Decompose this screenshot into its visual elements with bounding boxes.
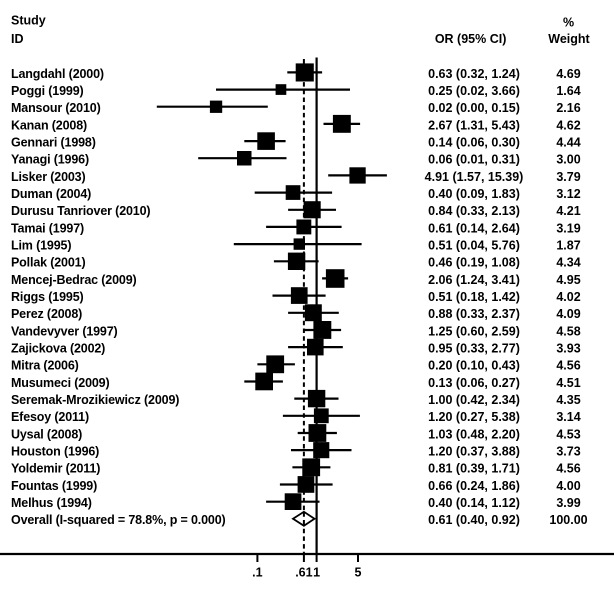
- svg-text:Lim (1995): Lim (1995): [11, 239, 71, 253]
- svg-text:0.40 (0.14, 1.12): 0.40 (0.14, 1.12): [428, 496, 520, 510]
- svg-text:2.67 (1.31, 5.43): 2.67 (1.31, 5.43): [428, 118, 520, 132]
- svg-text:1.87: 1.87: [556, 239, 580, 253]
- svg-text:Weight: Weight: [548, 32, 590, 46]
- svg-text:4.02: 4.02: [556, 290, 580, 304]
- svg-text:0.14 (0.06, 0.30): 0.14 (0.06, 0.30): [428, 136, 520, 150]
- svg-text:%: %: [563, 15, 574, 29]
- svg-text:0.61 (0.14, 2.64): 0.61 (0.14, 2.64): [428, 221, 520, 235]
- svg-text:Yanagi (1996): Yanagi (1996): [11, 153, 89, 167]
- svg-text:Mitra (2006): Mitra (2006): [11, 359, 79, 373]
- svg-text:.61: .61: [295, 566, 312, 580]
- svg-text:4.34: 4.34: [556, 256, 580, 270]
- svg-text:OR (95% CI): OR (95% CI): [435, 32, 507, 46]
- svg-text:Musumeci (2009): Musumeci (2009): [11, 376, 109, 390]
- svg-text:.1: .1: [252, 566, 262, 580]
- svg-text:Duman (2004): Duman (2004): [11, 187, 91, 201]
- svg-text:4.09: 4.09: [556, 307, 580, 321]
- svg-text:4.53: 4.53: [556, 427, 580, 441]
- svg-text:Durusu Tanriover (2010): Durusu Tanriover (2010): [11, 204, 150, 218]
- svg-text:4.56: 4.56: [556, 462, 580, 476]
- svg-text:4.35: 4.35: [556, 393, 580, 407]
- svg-text:0.40 (0.09, 1.83): 0.40 (0.09, 1.83): [428, 187, 520, 201]
- svg-text:5: 5: [355, 566, 362, 580]
- svg-text:0.61 (0.40, 0.92): 0.61 (0.40, 0.92): [428, 513, 520, 527]
- svg-text:Perez (2008): Perez (2008): [11, 307, 82, 321]
- svg-text:1.64: 1.64: [556, 84, 580, 98]
- svg-text:0.81 (0.39, 1.71): 0.81 (0.39, 1.71): [428, 462, 520, 476]
- svg-text:0.63 (0.32, 1.24): 0.63 (0.32, 1.24): [428, 67, 520, 81]
- svg-text:Vandevyver (1997): Vandevyver (1997): [11, 324, 118, 338]
- svg-text:4.91 (1.57, 15.39): 4.91 (1.57, 15.39): [425, 170, 524, 184]
- svg-text:Kanan (2008): Kanan (2008): [11, 118, 87, 132]
- svg-text:4.62: 4.62: [556, 118, 580, 132]
- svg-text:0.20 (0.10, 0.43): 0.20 (0.10, 0.43): [428, 359, 520, 373]
- svg-text:4.69: 4.69: [556, 67, 580, 81]
- svg-text:0.51 (0.04, 5.76): 0.51 (0.04, 5.76): [428, 239, 520, 253]
- svg-text:1.20 (0.37, 3.88): 1.20 (0.37, 3.88): [428, 445, 520, 459]
- svg-text:0.46 (0.19, 1.08): 0.46 (0.19, 1.08): [428, 256, 520, 270]
- svg-text:3.99: 3.99: [556, 496, 580, 510]
- svg-text:Mencej-Bedrac (2009): Mencej-Bedrac (2009): [11, 273, 137, 287]
- svg-text:4.95: 4.95: [556, 273, 580, 287]
- svg-text:2.16: 2.16: [556, 101, 580, 115]
- svg-text:Riggs (1995): Riggs (1995): [11, 290, 84, 304]
- svg-text:0.06 (0.01, 0.31): 0.06 (0.01, 0.31): [428, 153, 520, 167]
- svg-text:Overall (I-squared = 78.8%, p: Overall (I-squared = 78.8%, p = 0.000): [11, 513, 226, 527]
- svg-text:Seremak-Mrozikiewicz (2009): Seremak-Mrozikiewicz (2009): [11, 393, 179, 407]
- svg-text:0.95 (0.33, 2.77): 0.95 (0.33, 2.77): [428, 342, 520, 356]
- svg-text:Gennari (1998): Gennari (1998): [11, 136, 96, 150]
- svg-text:Efesoy (2011): Efesoy (2011): [11, 410, 89, 424]
- svg-text:Poggi (1999): Poggi (1999): [11, 84, 84, 98]
- svg-text:3.79: 3.79: [556, 170, 580, 184]
- svg-text:4.58: 4.58: [556, 324, 580, 338]
- svg-text:3.19: 3.19: [556, 221, 580, 235]
- svg-text:Pollak (2001): Pollak (2001): [11, 256, 85, 270]
- svg-text:100.00: 100.00: [549, 513, 587, 527]
- svg-text:0.66 (0.24, 1.86): 0.66 (0.24, 1.86): [428, 479, 520, 493]
- svg-text:4.00: 4.00: [556, 479, 580, 493]
- svg-text:3.12: 3.12: [556, 187, 580, 201]
- svg-text:Uysal (2008): Uysal (2008): [11, 427, 82, 441]
- svg-text:0.13 (0.06, 0.27): 0.13 (0.06, 0.27): [428, 376, 520, 390]
- svg-text:1.00 (0.42, 2.34): 1.00 (0.42, 2.34): [428, 393, 520, 407]
- svg-text:3.00: 3.00: [556, 153, 580, 167]
- svg-text:1.25 (0.60, 2.59): 1.25 (0.60, 2.59): [428, 324, 520, 338]
- svg-text:0.51 (0.18, 1.42): 0.51 (0.18, 1.42): [428, 290, 520, 304]
- svg-text:Study: Study: [11, 14, 46, 28]
- svg-text:0.84 (0.33, 2.13): 0.84 (0.33, 2.13): [428, 204, 520, 218]
- svg-text:3.93: 3.93: [556, 342, 580, 356]
- svg-text:1.20 (0.27, 5.38): 1.20 (0.27, 5.38): [428, 410, 520, 424]
- svg-text:Fountas (1999): Fountas (1999): [11, 479, 97, 493]
- svg-text:Melhus (1994): Melhus (1994): [11, 496, 92, 510]
- svg-text:Yoldemir (2011): Yoldemir (2011): [11, 462, 100, 476]
- svg-text:Mansour (2010): Mansour (2010): [11, 101, 101, 115]
- svg-text:Zajickova (2002): Zajickova (2002): [11, 342, 105, 356]
- svg-text:0.88 (0.33, 2.37): 0.88 (0.33, 2.37): [428, 307, 520, 321]
- svg-text:Tamai (1997): Tamai (1997): [11, 221, 84, 235]
- svg-text:1.03 (0.48, 2.20): 1.03 (0.48, 2.20): [428, 427, 520, 441]
- svg-text:Lisker (2003): Lisker (2003): [11, 170, 86, 184]
- svg-text:0.02 (0.00, 0.15): 0.02 (0.00, 0.15): [428, 101, 520, 115]
- svg-text:4.44: 4.44: [556, 136, 580, 150]
- svg-text:4.56: 4.56: [556, 359, 580, 373]
- svg-text:3.14: 3.14: [556, 410, 580, 424]
- svg-text:ID: ID: [11, 32, 24, 46]
- svg-text:4.51: 4.51: [556, 376, 580, 390]
- svg-text:Houston (1996): Houston (1996): [11, 445, 99, 459]
- svg-text:1: 1: [313, 566, 320, 580]
- svg-text:0.25 (0.02, 3.66): 0.25 (0.02, 3.66): [428, 84, 520, 98]
- svg-text:3.73: 3.73: [556, 445, 580, 459]
- svg-text:2.06 (1.24, 3.41): 2.06 (1.24, 3.41): [428, 273, 520, 287]
- svg-text:Langdahl (2000): Langdahl (2000): [11, 67, 104, 81]
- svg-text:4.21: 4.21: [556, 204, 580, 218]
